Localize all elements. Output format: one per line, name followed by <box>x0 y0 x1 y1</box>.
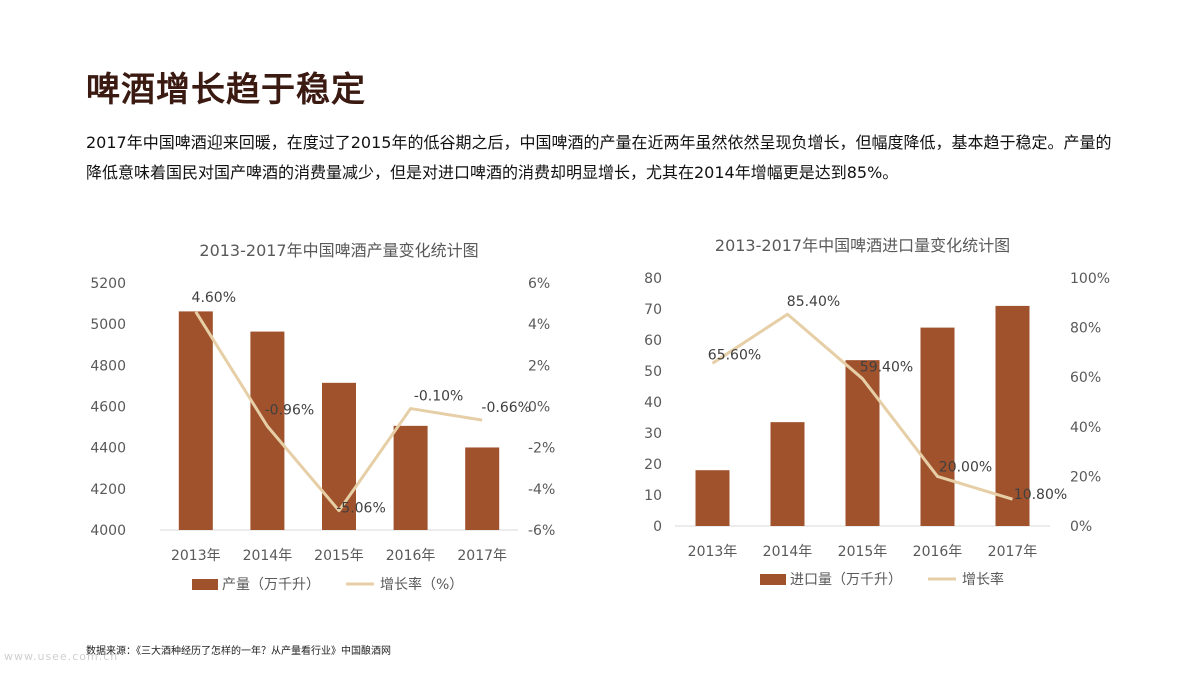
x-tick-label: 2016年 <box>386 548 436 564</box>
page-title: 啤酒增长趋于稳定 <box>86 70 366 110</box>
x-tick-label: 2014年 <box>763 544 813 560</box>
x-tick-label: 2013年 <box>688 544 738 560</box>
y-left-tick-label: 60 <box>644 333 662 349</box>
legend-swatch-bar <box>760 574 786 585</box>
bar <box>995 305 1030 526</box>
data-label: 65.60% <box>708 347 761 363</box>
y-left-tick-label: 10 <box>644 488 662 504</box>
legend-label-line: 增长率（%） <box>380 576 463 593</box>
intro-paragraph: 2017年中国啤酒迎来回暖，在度过了2015年的低谷期之后，中国啤酒的产量在近两… <box>86 133 1112 182</box>
y-right-tick-label: 2% <box>528 358 550 374</box>
x-tick-label: 2014年 <box>243 548 293 564</box>
bar <box>322 382 356 530</box>
y-left-tick-label: 4600 <box>90 400 126 416</box>
data-label: 20.00% <box>939 459 992 475</box>
y-left-tick-label: 5000 <box>90 317 126 333</box>
watermark: www.usee.com.cn <box>4 650 119 663</box>
import-chart: 2013-2017年中国啤酒进口量变化统计图 0 10 20 30 40 50 60 70 80 0… <box>620 228 1140 608</box>
y-right-tick-label: -4% <box>528 482 555 498</box>
y-right-tick-label: 0% <box>1070 519 1092 535</box>
bar <box>393 425 428 530</box>
bar <box>770 422 805 526</box>
legend-label-line: 增长率 <box>962 571 1004 588</box>
data-label: -5.06% <box>336 501 386 517</box>
y-right-tick-label: 6% <box>528 276 550 292</box>
x-tick-label: 2013年 <box>171 548 221 564</box>
chart-svg: 2013-2017年中国啤酒产量变化统计图 4000 4200 4400 4600 480… <box>90 241 555 593</box>
bar <box>920 327 955 526</box>
legend-swatch-bar <box>192 579 218 590</box>
y-left-tick-label: 50 <box>644 364 662 380</box>
bar <box>845 360 880 526</box>
y-left-tick-label: 40 <box>644 395 662 411</box>
data-label: 4.60% <box>192 290 236 306</box>
y-left-tick-label: 4800 <box>90 358 126 374</box>
x-tick-label: 2016年 <box>913 544 963 560</box>
data-source-note: 数据来源：《三大酒种经历了怎样的一年？从产量看行业》中国酿酒网 <box>86 646 391 657</box>
y-left-tick-label: 70 <box>644 302 662 318</box>
x-tick-label: 2015年 <box>314 548 364 564</box>
data-label: -0.10% <box>414 389 464 405</box>
x-tick-label: 2017年 <box>988 544 1038 560</box>
y-right-tick-label: 4% <box>528 317 550 333</box>
chart-title: 2013-2017年中国啤酒产量变化统计图 <box>199 241 478 260</box>
data-label: -0.96% <box>265 402 315 418</box>
y-left-tick-label: 0 <box>653 519 662 535</box>
y-right-tick-label: 20% <box>1070 469 1101 485</box>
legend-label-bar: 进口量（万千升） <box>790 572 902 588</box>
bar <box>250 331 285 530</box>
y-left-tick-label: 4400 <box>90 441 126 457</box>
x-tick-label: 2015年 <box>838 544 888 560</box>
y-left-tick-label: 20 <box>644 457 662 473</box>
data-label: -0.66% <box>481 400 531 416</box>
y-left-tick-label: 4200 <box>90 482 126 498</box>
y-right-tick-label: 0% <box>528 400 550 416</box>
production-chart: 2013-2017年中国啤酒产量变化统计图 4000 4200 4400 4600 480… <box>70 228 590 608</box>
y-left-tick-label: 80 <box>644 271 662 287</box>
data-label: 10.80% <box>1014 487 1067 503</box>
bar <box>695 470 730 526</box>
bar <box>465 447 500 530</box>
chart-svg: 2013-2017年中国啤酒进口量变化统计图 0 10 20 30 40 50 60 70 80 0… <box>644 236 1110 588</box>
data-label: 59.40% <box>860 360 913 376</box>
x-tick-label: 2017年 <box>457 548 507 564</box>
chart-title: 2013-2017年中国啤酒进口量变化统计图 <box>715 236 1010 255</box>
y-right-tick-label: 80% <box>1070 321 1101 337</box>
growth-line <box>711 312 1013 501</box>
legend-label-bar: 产量（万千升） <box>222 577 320 593</box>
y-right-tick-label: 100% <box>1070 271 1110 287</box>
y-right-tick-label: 40% <box>1070 420 1101 436</box>
y-left-tick-label: 5200 <box>90 276 126 292</box>
bar <box>178 311 213 530</box>
y-right-tick-label: -6% <box>528 523 555 539</box>
data-label: 85.40% <box>787 294 840 310</box>
y-right-tick-label: -2% <box>528 441 555 457</box>
growth-line <box>194 311 483 513</box>
y-left-tick-label: 30 <box>644 426 662 442</box>
y-left-tick-label: 4000 <box>90 523 126 539</box>
y-right-tick-label: 60% <box>1070 370 1101 386</box>
